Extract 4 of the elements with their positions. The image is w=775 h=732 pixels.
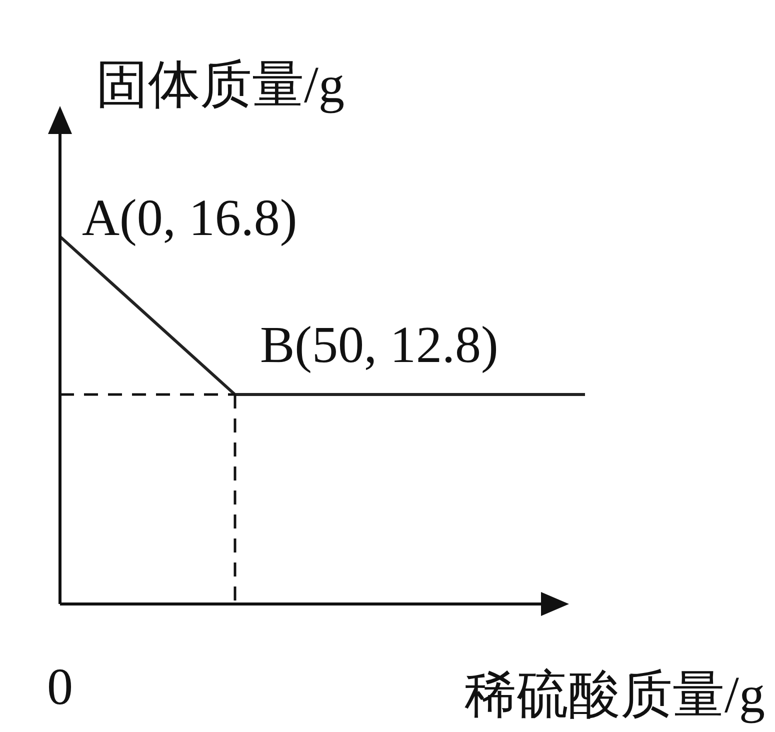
x-axis-title: 稀硫酸质量/g bbox=[464, 667, 765, 724]
text: 0 bbox=[47, 659, 73, 716]
y-axis-title: 固体质量/g bbox=[96, 57, 344, 114]
annotation: A(0, 16.8) bbox=[82, 190, 298, 247]
